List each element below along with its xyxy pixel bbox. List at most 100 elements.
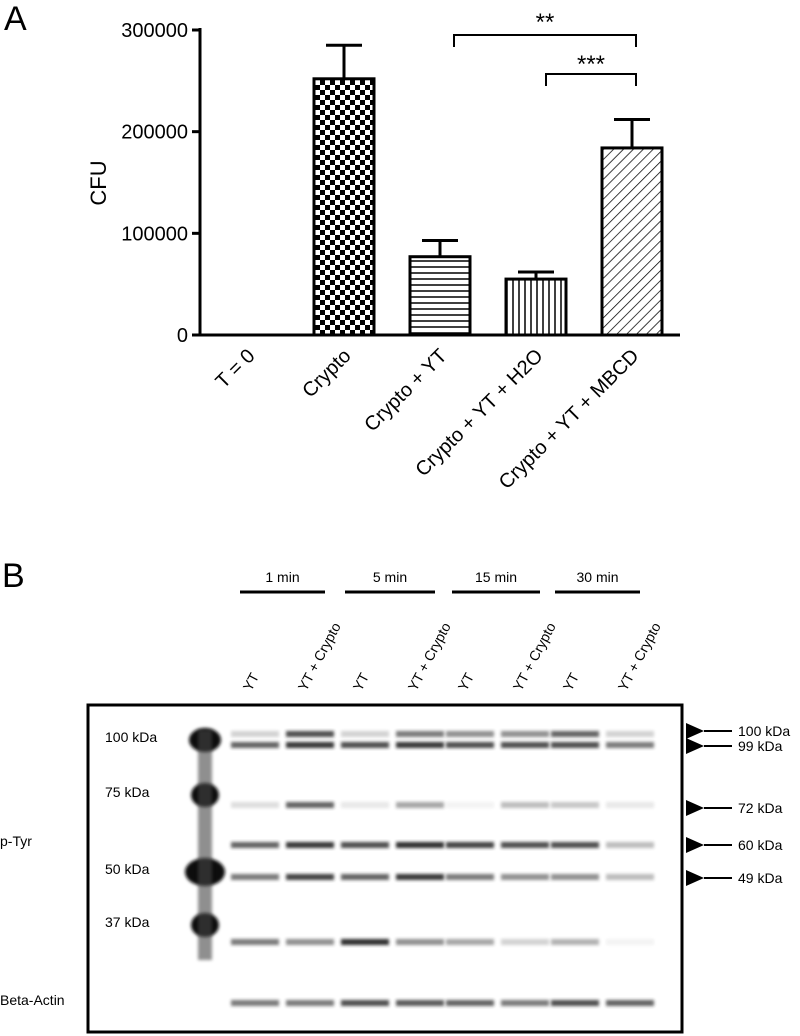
blot-band — [286, 731, 334, 737]
blot-band — [606, 1000, 654, 1006]
blot-band — [286, 802, 334, 808]
lane-label: YT + Crypto — [295, 620, 344, 694]
row-label: Beta-Actin — [0, 992, 65, 1008]
blot-frame — [86, 703, 684, 1034]
blot-band — [396, 742, 444, 748]
blot-band — [551, 731, 599, 737]
band-label: 60 kDa — [738, 837, 783, 853]
blot-band — [396, 1000, 444, 1006]
blot-band — [606, 842, 654, 848]
lane-label: YT — [560, 670, 583, 694]
bar — [504, 277, 568, 337]
blot-band — [501, 802, 549, 808]
error-bar — [614, 117, 650, 148]
time-label: 15 min — [475, 569, 517, 585]
blot-band — [551, 802, 599, 808]
lane-label: YT + Crypto — [510, 620, 559, 694]
blot-band — [286, 1000, 334, 1006]
blot-band — [396, 842, 444, 848]
significance-label: ** — [536, 9, 555, 36]
time-label: 1 min — [265, 569, 299, 585]
blot-band — [606, 874, 654, 880]
significance-label: *** — [577, 51, 605, 78]
western-blot-panel: B p-Tyr Beta-Actin 1 min 5 min 15 min 30 mi… — [0, 557, 790, 1034]
error-bar — [326, 43, 362, 79]
blot-band — [341, 1000, 389, 1006]
x-tick-label: Crypto — [298, 345, 355, 402]
blot-band — [446, 731, 494, 737]
blot-band — [606, 731, 654, 737]
time-label: 30 min — [576, 569, 618, 585]
bar — [312, 77, 376, 337]
blot-band — [286, 874, 334, 880]
y-tick-label: 200000 — [121, 122, 188, 144]
significance-bracket — [453, 34, 637, 47]
panel-label: A — [4, 0, 27, 38]
band-label: 100 kDa — [738, 723, 790, 739]
time-label: 5 min — [373, 569, 407, 585]
ladder-label: 50 kDa — [105, 861, 150, 877]
lane-label: YT — [455, 670, 478, 694]
blot-band — [396, 874, 444, 880]
blot-band — [231, 731, 279, 737]
blot-band — [231, 802, 279, 808]
blot-band — [231, 874, 279, 880]
lane-label: YT + Crypto — [405, 620, 454, 694]
x-tick-label: T = 0 — [212, 345, 260, 393]
band-label: 72 kDa — [738, 800, 783, 816]
bar — [408, 255, 472, 337]
blot-band — [501, 742, 549, 748]
blot-band — [606, 802, 654, 808]
blot-band — [341, 842, 389, 848]
blot-band — [551, 874, 599, 880]
blot-band — [396, 731, 444, 737]
blot-band — [341, 742, 389, 748]
x-tick-label: Crypto + YT — [360, 345, 451, 436]
y-axis-label: CFU — [86, 160, 111, 205]
error-bar — [422, 238, 458, 257]
blot-band — [551, 1000, 599, 1006]
blot-band — [396, 939, 444, 945]
significance-bracket — [545, 73, 637, 86]
panel-label: B — [2, 557, 25, 595]
error-bar — [518, 270, 554, 280]
band-label: 49 kDa — [738, 870, 783, 886]
bar — [600, 146, 664, 337]
blot-band — [446, 874, 494, 880]
blot-band — [551, 742, 599, 748]
blot-band — [501, 1000, 549, 1006]
blot-band — [341, 939, 389, 945]
y-tick-label: 0 — [177, 325, 188, 347]
blot-band — [446, 802, 494, 808]
blot-band — [446, 742, 494, 748]
lane-label: YT — [240, 670, 263, 694]
y-tick-label: 100000 — [121, 223, 188, 245]
blot-band — [341, 874, 389, 880]
blot-band — [286, 742, 334, 748]
blot-band — [231, 742, 279, 748]
blot-band — [446, 1000, 494, 1006]
blot-band — [231, 939, 279, 945]
ladder-label: 37 kDa — [105, 914, 150, 930]
blot-band — [231, 1000, 279, 1006]
blot-band — [501, 874, 549, 880]
bar-chart: A CFU ** *** 0 100000 200000 300000 T = 0 Cry… — [4, 0, 680, 494]
blot-band — [396, 802, 444, 808]
y-tick-label: 300000 — [121, 20, 188, 42]
blot-band — [501, 731, 549, 737]
ladder-label: 100 kDa — [105, 729, 157, 745]
blot-band — [551, 939, 599, 945]
blot-band — [606, 742, 654, 748]
blot-band — [501, 939, 549, 945]
blot-band — [446, 842, 494, 848]
blot-band — [446, 939, 494, 945]
blot-band — [286, 939, 334, 945]
blot-band — [341, 731, 389, 737]
blot-band — [341, 802, 389, 808]
lane-label: YT — [350, 670, 373, 694]
blot-band — [286, 842, 334, 848]
band-label: 99 kDa — [738, 738, 783, 754]
ladder-smear — [198, 730, 212, 960]
row-label: p-Tyr — [0, 833, 32, 849]
